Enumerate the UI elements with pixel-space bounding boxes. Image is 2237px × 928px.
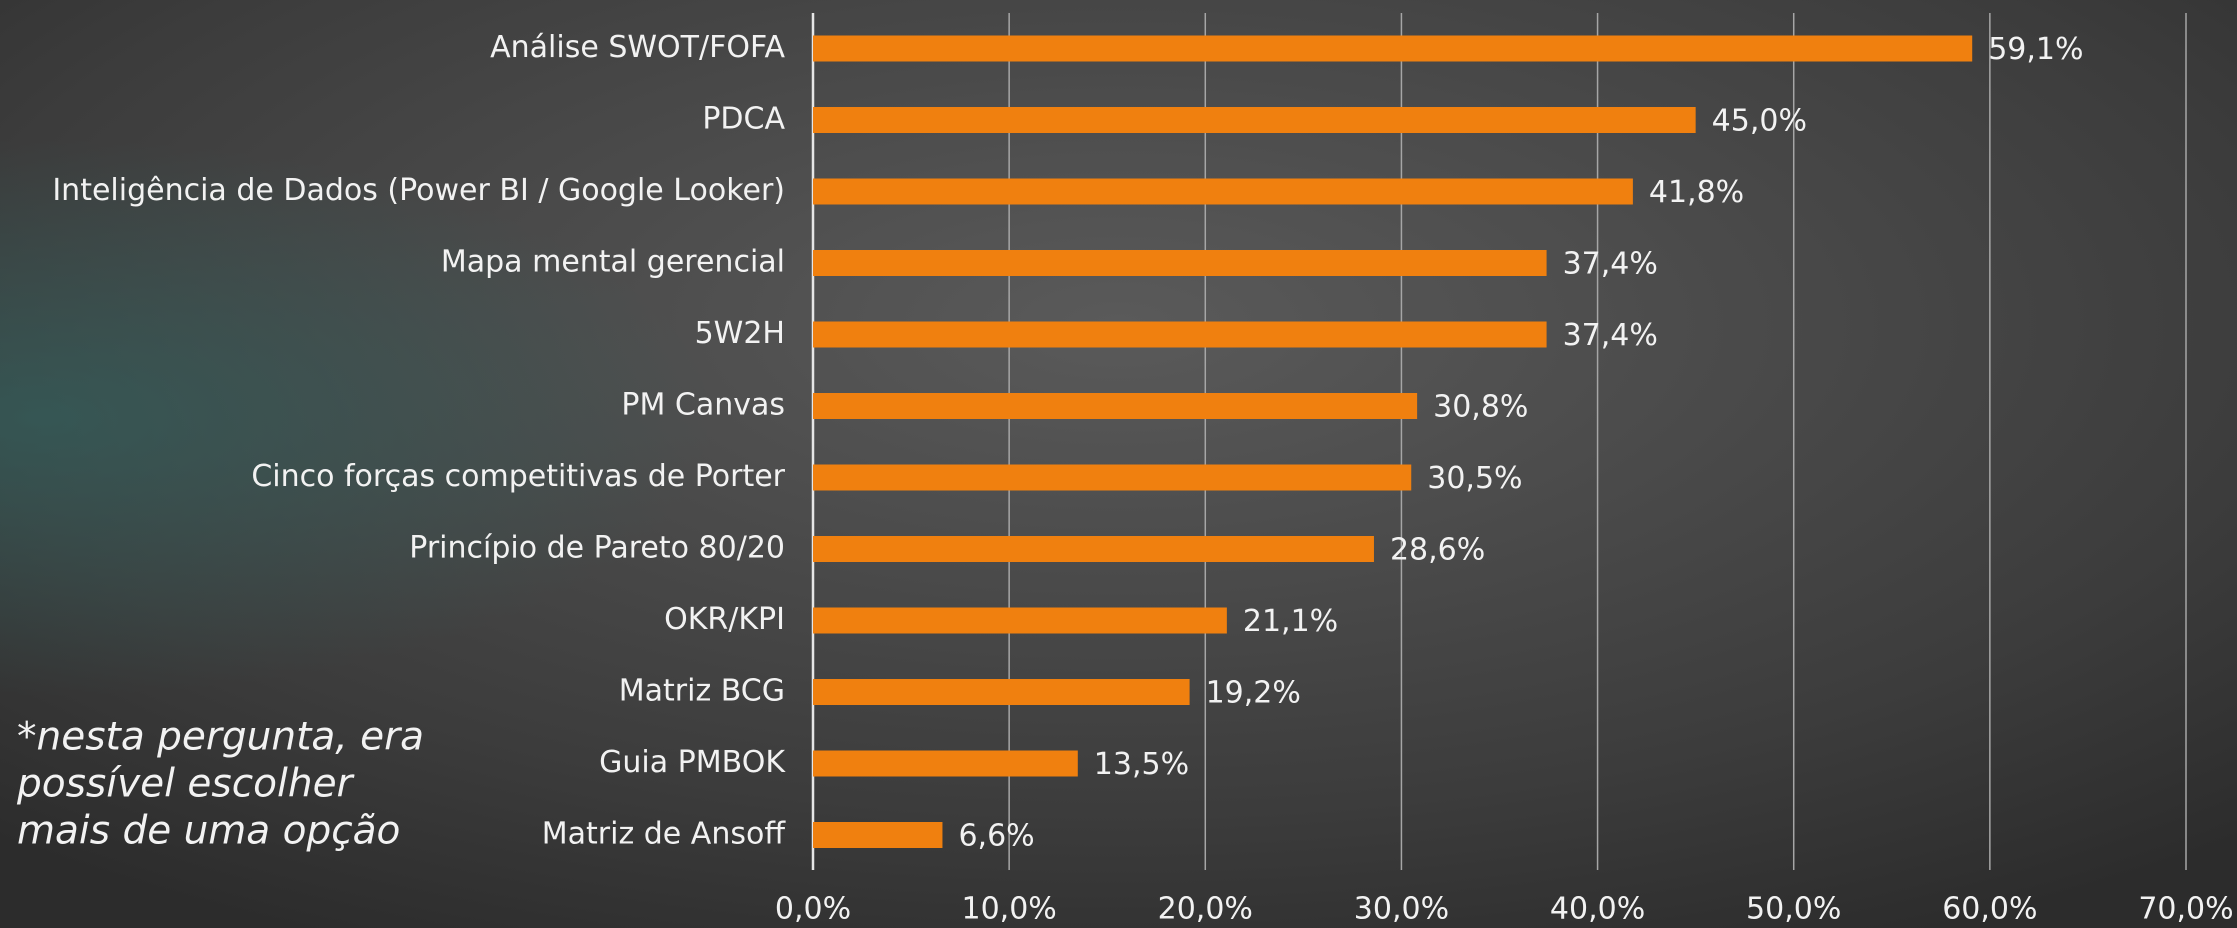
y-tick-label: Inteligência de Dados (Power BI / Google… <box>52 173 785 208</box>
x-tick-label: 0,0% <box>775 892 851 927</box>
y-tick-label: Guia PMBOK <box>599 745 786 780</box>
y-tick-label: PM Canvas <box>621 388 785 423</box>
data-label: 45,0% <box>1712 104 1807 139</box>
y-tick-label: OKR/KPI <box>664 602 785 637</box>
data-label: 6,6% <box>958 819 1034 854</box>
bar <box>813 536 1374 562</box>
bar <box>813 750 1078 777</box>
x-tick-label: 50,0% <box>1746 892 1841 927</box>
y-tick-label: Matriz de Ansoff <box>542 817 787 852</box>
data-label: 28,6% <box>1390 533 1485 568</box>
y-tick-label: 5W2H <box>695 316 785 351</box>
data-label: 37,4% <box>1563 318 1658 353</box>
bar <box>813 35 1973 62</box>
data-label: 30,5% <box>1427 461 1522 496</box>
data-label: 19,2% <box>1206 676 1301 711</box>
x-tick-label: 10,0% <box>961 892 1056 927</box>
bar <box>813 393 1418 419</box>
bar <box>813 607 1227 634</box>
annotation: mais de uma opção <box>17 809 400 854</box>
grid <box>811 13 2187 870</box>
annotation: *nesta pergunta, era <box>17 715 424 760</box>
x-tick-label: 40,0% <box>1550 892 1645 927</box>
data-label: 13,5% <box>1094 747 1189 782</box>
data-label: 21,1% <box>1243 604 1338 639</box>
bar <box>813 679 1190 705</box>
bar <box>813 107 1696 133</box>
data-label: 59,1% <box>1988 32 2083 67</box>
y-tick-label: PDCA <box>702 102 785 137</box>
x-tick-label: 30,0% <box>1354 892 1449 927</box>
y-tick-label: Cinco forças competitivas de Porter <box>251 459 785 494</box>
plot: 0,0% 10,0% 20,0% 30,0% 40,0% 50,0% 60,0% 70,0% A… <box>16 30 2234 927</box>
data-label: 41,8% <box>1649 175 1744 210</box>
data-label: 30,8% <box>1433 390 1528 425</box>
bar <box>813 178 1633 205</box>
annotation: possível escolher <box>16 762 356 807</box>
bar <box>813 250 1547 276</box>
bar <box>813 822 943 848</box>
y-tick-label: Princípio de Pareto 80/20 <box>409 531 785 566</box>
bar <box>813 464 1412 491</box>
bar <box>813 321 1547 348</box>
y-tick-label: Mapa mental gerencial <box>441 245 785 280</box>
y-tick-label: Análise SWOT/FOFA <box>490 30 785 65</box>
y-tick-label: Matriz BCG <box>619 674 785 709</box>
x-tick-label: 70,0% <box>2138 892 2233 927</box>
data-label: 37,4% <box>1563 247 1658 282</box>
x-tick-label: 20,0% <box>1158 892 1253 927</box>
x-tick-label: 60,0% <box>1942 892 2037 927</box>
